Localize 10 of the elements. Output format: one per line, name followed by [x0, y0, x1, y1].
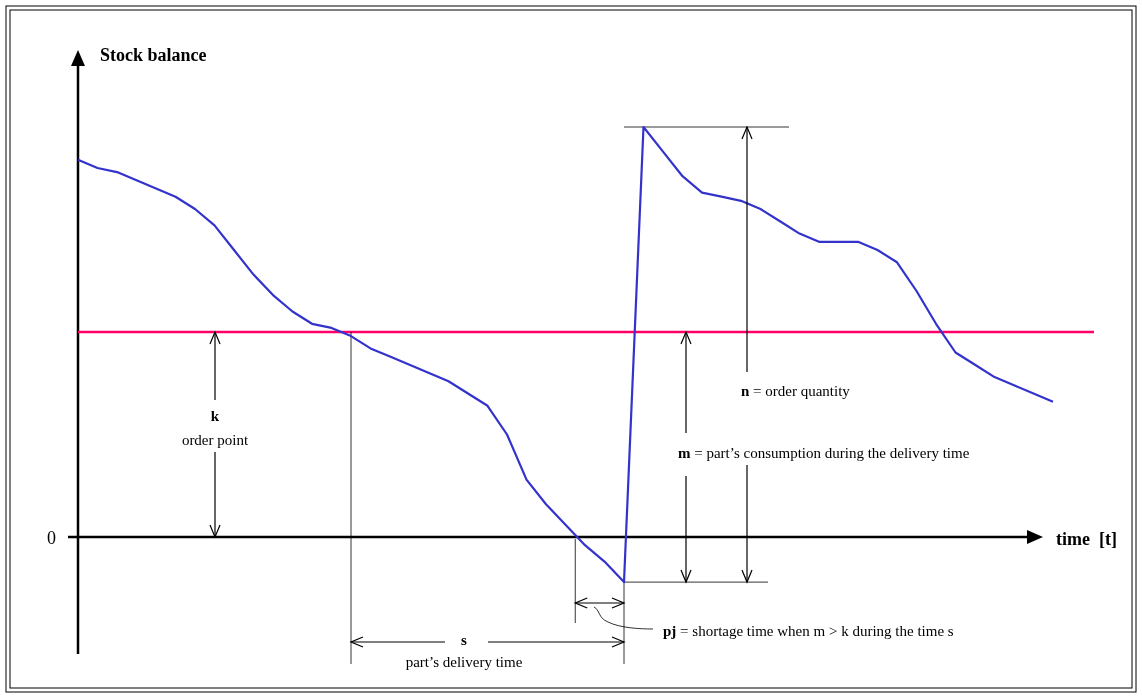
text: part’s delivery time [405, 654, 523, 670]
annotation: k [210, 408, 220, 424]
annotation: n = order quantity [741, 383, 851, 399]
text: pj = shortage time when m > k during the time s [663, 623, 954, 639]
annotation: m = part’s consumption during the delivery time [678, 445, 970, 461]
text: s [461, 632, 468, 648]
annotation: order point [181, 432, 249, 448]
y-axis-title: Stock balance [100, 45, 207, 65]
x-axis-title: time [t] [1056, 529, 1117, 549]
text: 0 [47, 528, 56, 548]
